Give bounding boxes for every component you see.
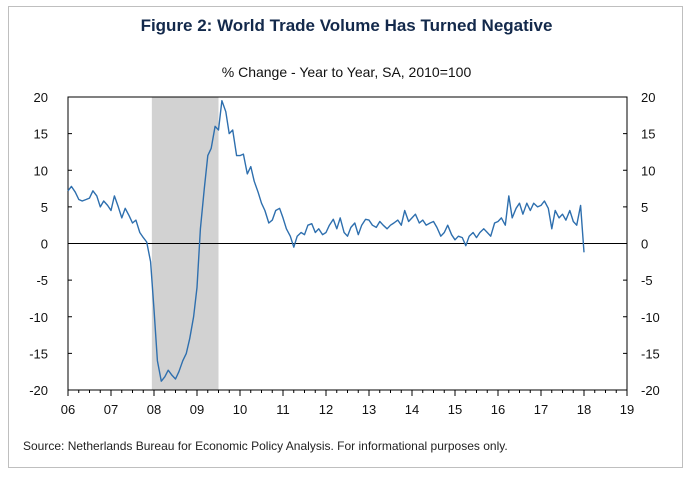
x-tick-label: 18 bbox=[577, 402, 591, 417]
chart-subtitle: % Change - Year to Year, SA, 2010=100 bbox=[221, 64, 472, 80]
x-tick-label: 06 bbox=[61, 402, 75, 417]
x-tick-label: 11 bbox=[276, 402, 290, 417]
y-tick-label-right: -5 bbox=[641, 273, 653, 288]
y-tick-label-right: 0 bbox=[641, 237, 648, 252]
source-note: Source: Netherlands Bureau for Economic … bbox=[23, 439, 508, 453]
y-tick-label-right: 20 bbox=[641, 90, 655, 105]
figure-frame bbox=[8, 6, 683, 468]
y-tick-label-right: 10 bbox=[641, 163, 655, 178]
y-tick-label-left: -5 bbox=[36, 273, 48, 288]
series-layer bbox=[67, 99, 585, 382]
x-tick-label: 16 bbox=[491, 402, 505, 417]
x-tick-label: 13 bbox=[362, 402, 376, 417]
series-line bbox=[67, 99, 585, 382]
y-tick-label-left: -10 bbox=[29, 310, 48, 325]
x-tick-label: 12 bbox=[319, 402, 333, 417]
x-tick-label: 07 bbox=[104, 402, 118, 417]
y-tick-label-right: -20 bbox=[641, 383, 660, 398]
y-tick-label-left: -15 bbox=[29, 346, 48, 361]
x-tick-label: 14 bbox=[405, 402, 419, 417]
x-tick-label: 08 bbox=[147, 402, 161, 417]
y-tick-label-right: -15 bbox=[641, 346, 660, 361]
y-tick-label-right: 15 bbox=[641, 127, 655, 142]
y-tick-label-left: 15 bbox=[34, 127, 48, 142]
y-tick-label-left: 0 bbox=[41, 237, 48, 252]
tick-layer: 20 20 15 15 10 10 5 5 0 0 -5 -5 -10 -10 -15 -15 -20 -20 06… bbox=[29, 90, 660, 417]
y-tick-label-right: 5 bbox=[641, 200, 648, 215]
y-tick-label-right: -10 bbox=[641, 310, 660, 325]
y-tick-label-left: 5 bbox=[41, 200, 48, 215]
x-tick-label: 19 bbox=[620, 402, 634, 417]
y-tick-label-left: 10 bbox=[34, 163, 48, 178]
x-tick-label: 17 bbox=[534, 402, 548, 417]
x-tick-label: 15 bbox=[448, 402, 462, 417]
y-tick-label-left: -20 bbox=[29, 383, 48, 398]
y-tick-label-left: 20 bbox=[34, 90, 48, 105]
chart-title: Figure 2: World Trade Volume Has Turned … bbox=[140, 16, 553, 35]
x-tick-label: 10 bbox=[233, 402, 247, 417]
x-tick-label: 09 bbox=[190, 402, 204, 417]
